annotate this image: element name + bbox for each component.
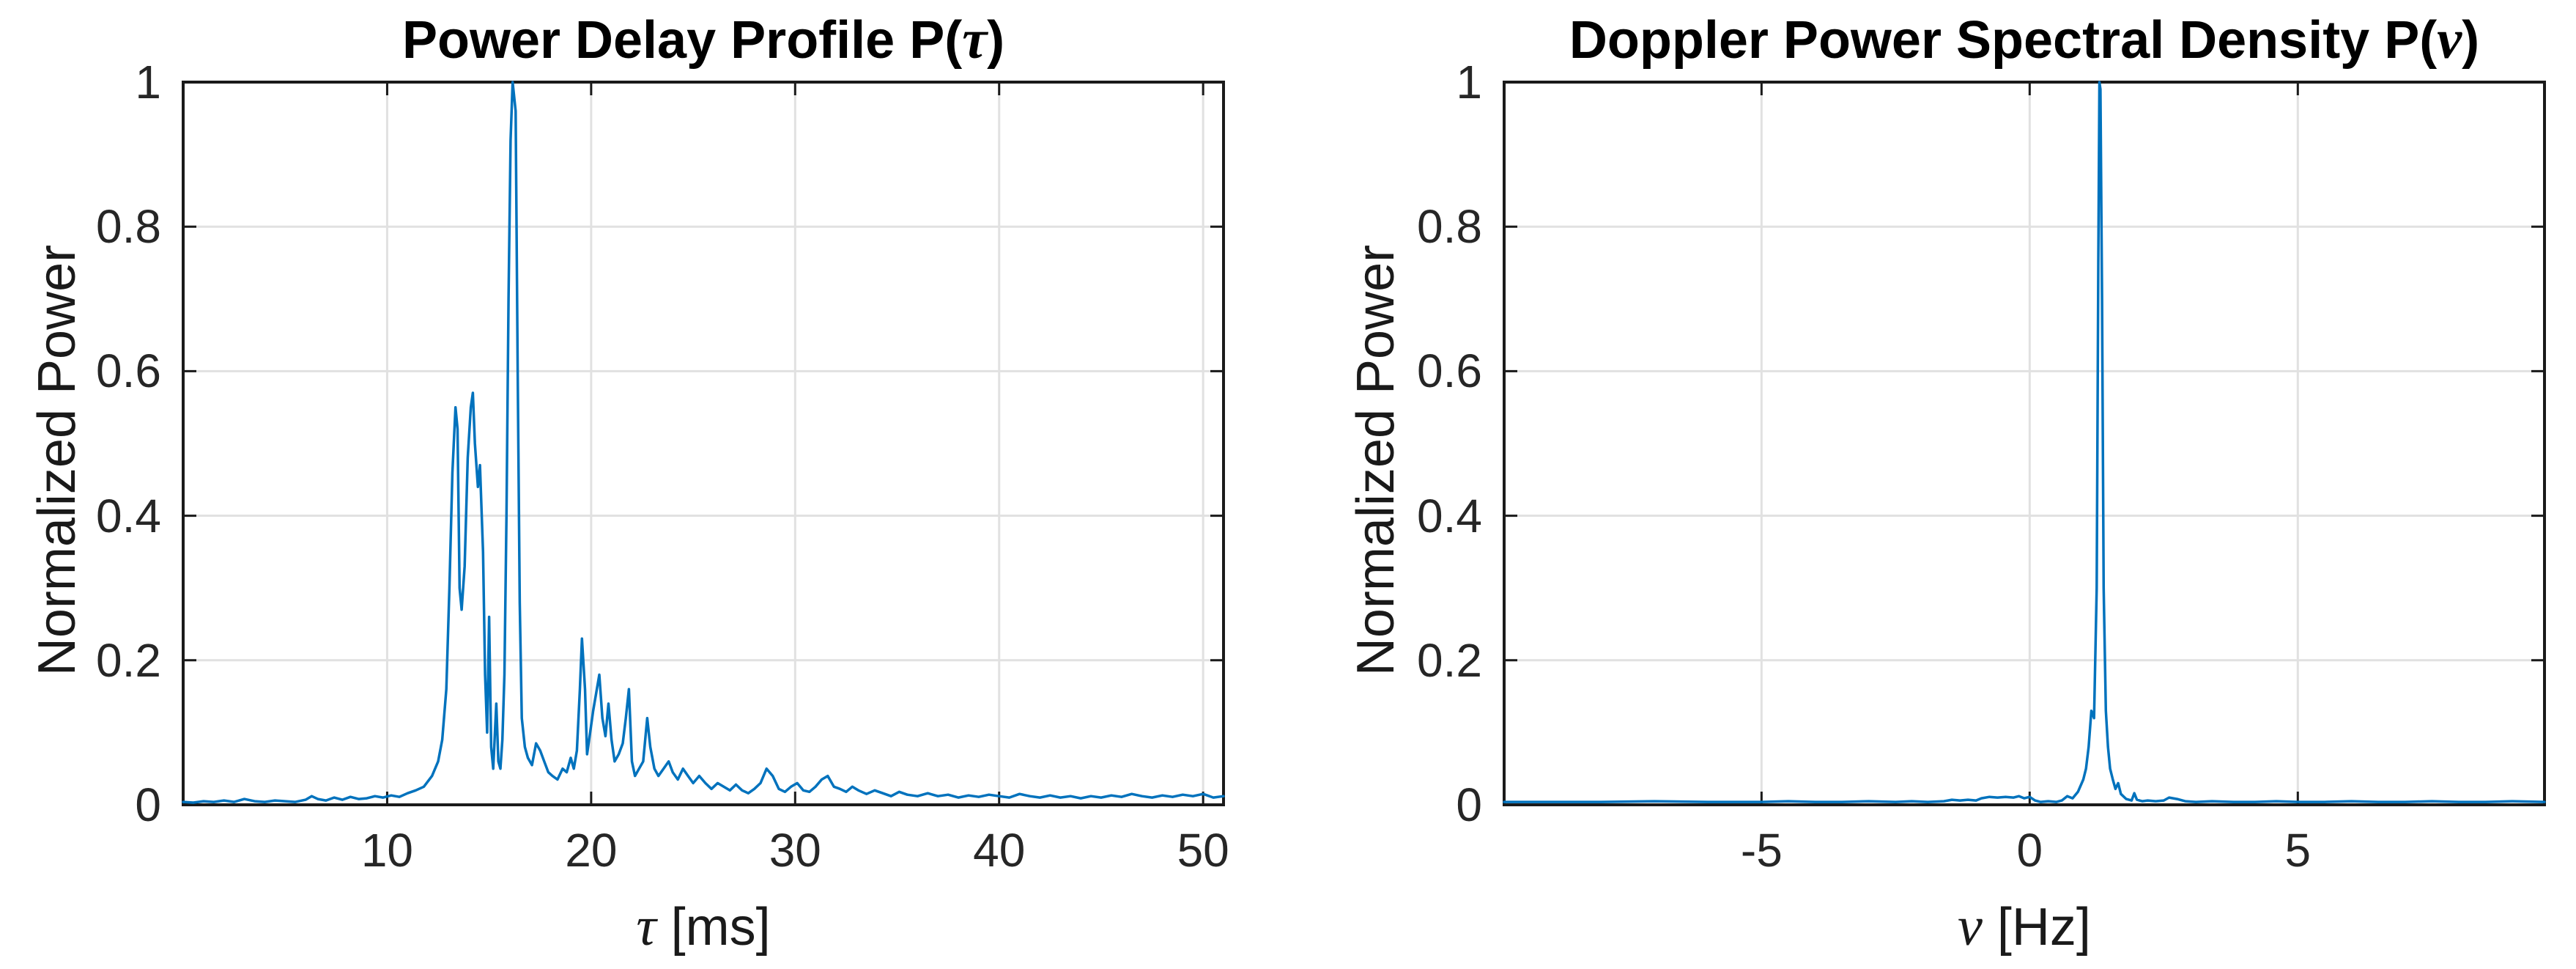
dpsd-title-prefix: Doppler Power Spectral Density P( xyxy=(1569,11,2438,70)
nu-symbol: ν xyxy=(2437,8,2462,70)
dpsd-plot-area xyxy=(1503,81,2546,806)
y-tick-label: 0.4 xyxy=(96,489,161,542)
tau-symbol: τ xyxy=(962,8,988,70)
dpsd-title-suffix: ) xyxy=(2462,11,2480,70)
y-tick-label: 0.6 xyxy=(1417,345,1482,398)
x-tick-label: 10 xyxy=(360,824,414,877)
x-tick-label: 40 xyxy=(973,824,1026,877)
pdp-x-axis-label: τ [ms] xyxy=(183,898,1224,957)
y-tick-label: 0.4 xyxy=(1417,489,1482,542)
y-tick-label: 0 xyxy=(1456,778,1482,831)
nu-symbol: ν xyxy=(1958,895,1983,957)
x-tick-label: -5 xyxy=(1740,824,1783,877)
tau-symbol: τ xyxy=(636,895,656,957)
pdp-y-axis-label: Normalized Power xyxy=(28,244,86,677)
x-tick-label: 20 xyxy=(565,824,618,877)
dpsd-x-axis-unit: [Hz] xyxy=(1982,898,2091,957)
dpsd-title: Doppler Power Spectral Density P(ν) xyxy=(1504,11,2544,70)
y-tick-label: 0.8 xyxy=(1417,200,1482,254)
y-tick-label: 0.2 xyxy=(96,633,161,687)
pdp-x-axis-unit: [ms] xyxy=(656,898,771,957)
dpsd-y-axis-label: Normalized Power xyxy=(1347,244,1405,677)
y-tick-label: 1 xyxy=(1456,56,1482,108)
dpsd-x-axis-label: ν [Hz] xyxy=(1504,898,2544,957)
y-tick-label: 0.2 xyxy=(1417,633,1482,687)
pdp-title: Power Delay Profile P(τ) xyxy=(183,11,1224,70)
pdp-title-suffix: ) xyxy=(987,11,1005,70)
y-tick-label: 0 xyxy=(135,778,161,831)
y-tick-label: 1 xyxy=(135,56,161,108)
y-tick-label: 0.8 xyxy=(96,200,161,254)
x-tick-label: 5 xyxy=(2284,824,2312,877)
x-tick-label: 50 xyxy=(1177,824,1229,877)
x-tick-label: 0 xyxy=(2016,824,2043,877)
pdp-title-prefix: Power Delay Profile P( xyxy=(401,11,963,70)
pdp-plot-area xyxy=(182,81,1225,806)
y-tick-label: 0.6 xyxy=(96,345,161,398)
x-tick-label: 30 xyxy=(769,824,821,877)
